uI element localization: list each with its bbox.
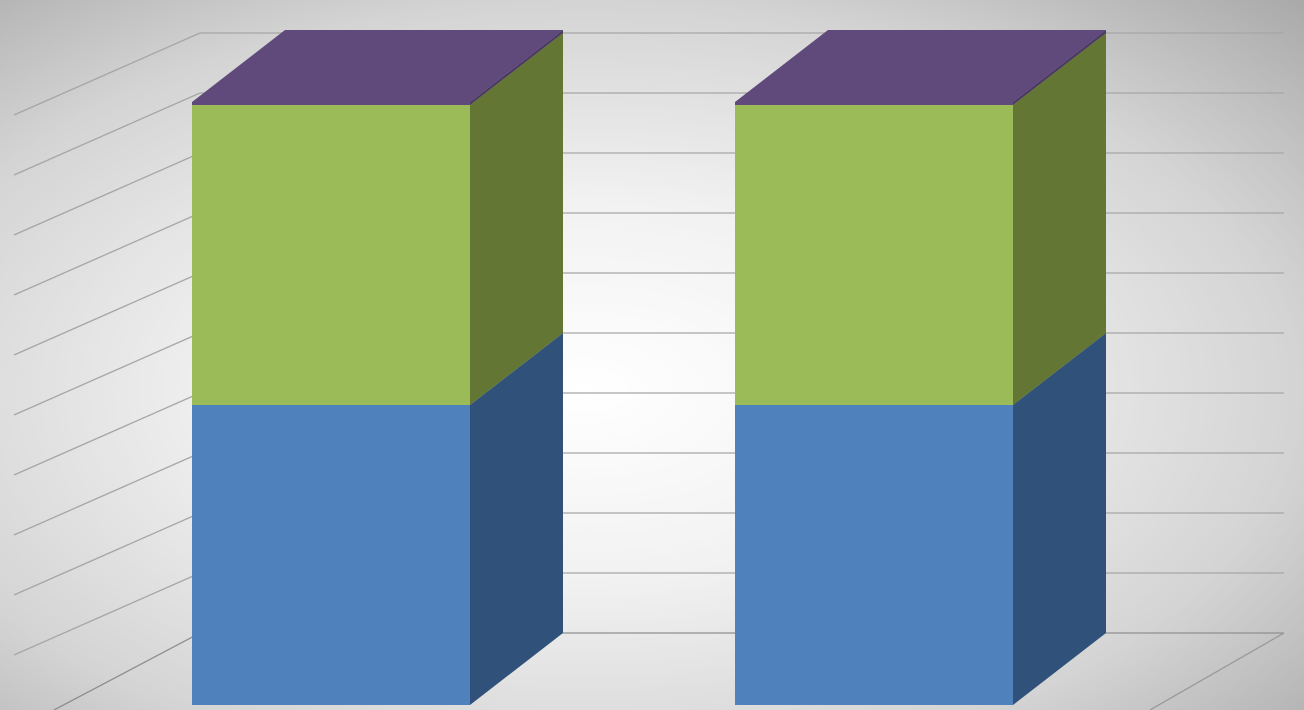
gridline-diagonal — [13, 212, 201, 296]
gridline-diagonal — [13, 152, 201, 236]
bar-side-segment — [1013, 30, 1106, 105]
gridline-diagonal — [13, 32, 201, 116]
bar-side-segment — [470, 33, 563, 405]
bar-front-segment — [735, 405, 1013, 705]
gridline-diagonal — [13, 512, 201, 596]
gridline-diagonal — [13, 452, 201, 536]
bar-side-segment — [470, 30, 563, 105]
gridline-diagonal — [53, 632, 201, 710]
bar-front-segment — [192, 405, 470, 705]
gridline-diagonal — [13, 92, 201, 176]
gridline-diagonal — [13, 392, 201, 476]
bar-front-segment — [192, 105, 470, 405]
floor-edge — [1149, 632, 1285, 710]
bar-side-segment — [470, 333, 563, 705]
bar-front-segment — [192, 102, 470, 105]
gridline-diagonal — [13, 272, 201, 356]
bar-front-segment — [735, 105, 1013, 405]
gridline-diagonal — [13, 572, 201, 656]
bar-top-face — [192, 30, 563, 102]
chart-bars — [192, 30, 1106, 705]
bar-side-segment — [1013, 333, 1106, 705]
bar-side-segment — [1013, 33, 1106, 405]
bar-front-segment — [735, 102, 1013, 105]
gridline-diagonal — [13, 332, 201, 416]
bar-top-face — [735, 30, 1106, 102]
